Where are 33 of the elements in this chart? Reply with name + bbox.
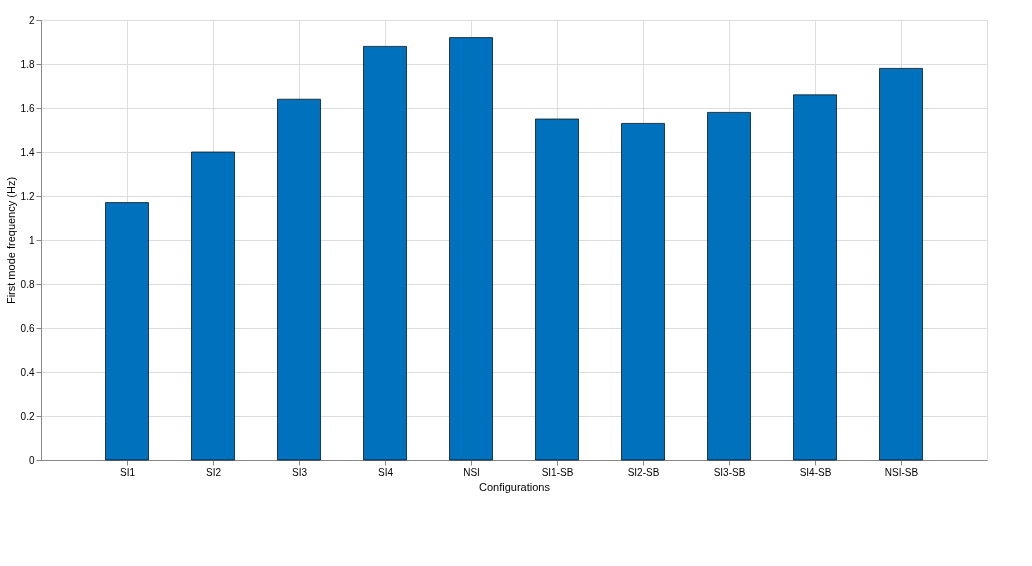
y-tick-label: 1 xyxy=(28,234,35,246)
x-tick-label: NSI xyxy=(463,466,480,478)
x-tick-label: SI2 xyxy=(205,466,222,478)
bar xyxy=(449,37,493,461)
y-tick-label: 1.4 xyxy=(20,146,35,158)
x-tick-label: SI4-SB xyxy=(799,466,832,478)
y-tick-label: 1.2 xyxy=(20,190,35,202)
y-tick-label: 2 xyxy=(28,14,35,26)
y-axis-title: First mode frequency (Hz) xyxy=(4,176,17,305)
x-tick-label: SI1 xyxy=(119,466,136,478)
y-tick-label: 1.6 xyxy=(20,102,35,114)
bar xyxy=(879,68,923,461)
y-tick-label: 0.6 xyxy=(20,322,35,334)
bar xyxy=(535,118,579,461)
bar xyxy=(707,112,751,461)
y-tick-label: 0.2 xyxy=(20,410,35,422)
bar xyxy=(621,123,665,461)
bar xyxy=(191,151,235,461)
x-axis-title: Configurations xyxy=(479,480,551,493)
x-tick-label: NSI-SB xyxy=(884,466,919,478)
bar xyxy=(363,46,407,461)
bar xyxy=(105,202,149,461)
x-tick-label: SI1-SB xyxy=(541,466,574,478)
y-tick-label: 0.4 xyxy=(20,366,35,378)
x-tick-label: SI3-SB xyxy=(713,466,746,478)
x-tick-label: SI2-SB xyxy=(627,466,660,478)
x-tick-label: SI4 xyxy=(377,466,394,478)
y-tick-label: 0 xyxy=(28,454,35,466)
bar xyxy=(277,98,321,461)
x-tick-label: SI3 xyxy=(291,466,308,478)
y-tick-label: 0.8 xyxy=(20,278,35,290)
y-tick-label: 1.8 xyxy=(20,58,35,70)
bar xyxy=(793,94,837,461)
